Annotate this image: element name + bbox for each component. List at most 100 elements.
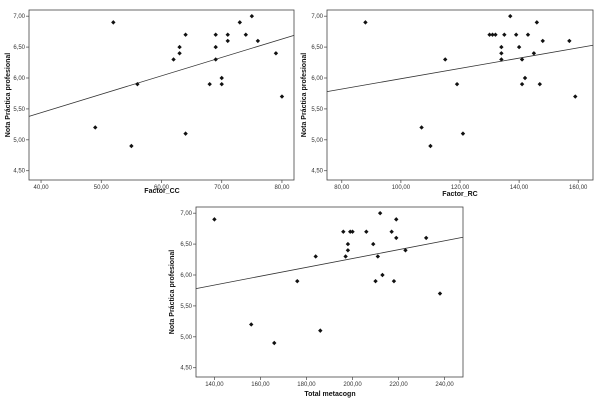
- data-point: [403, 248, 408, 253]
- x-tick-label: 200,00: [343, 382, 362, 388]
- x-tick-label: 40,00: [34, 185, 50, 191]
- data-point: [345, 248, 351, 253]
- data-point: [519, 57, 525, 62]
- x-tick-label: 50,00: [94, 185, 110, 191]
- data-point: [350, 229, 355, 234]
- data-point: [513, 32, 519, 37]
- data-point: [249, 13, 255, 19]
- data-point: [135, 81, 140, 87]
- data-point: [295, 278, 300, 284]
- y-tick-label: 5,50: [180, 304, 192, 310]
- data-point: [207, 81, 212, 87]
- plot-area: [28, 9, 295, 181]
- fit-line: [28, 34, 295, 117]
- data-point: [531, 51, 537, 56]
- y-tick-label: 5,50: [13, 107, 25, 113]
- data-point: [437, 291, 443, 296]
- x-tick-label: 160,00: [251, 382, 270, 388]
- data-point: [499, 44, 504, 50]
- data-point: [499, 57, 504, 62]
- data-point: [343, 254, 348, 259]
- data-point: [249, 322, 254, 327]
- data-point: [177, 51, 182, 56]
- y-tick-label: 6,50: [180, 242, 192, 248]
- data-point: [502, 32, 507, 37]
- x-tick-label: 60,00: [154, 185, 170, 191]
- data-point: [279, 94, 285, 99]
- x-tick-label: 120,00: [451, 185, 470, 191]
- x-axis-label: Factor_RC: [442, 191, 477, 198]
- data-point: [454, 81, 460, 87]
- data-point: [318, 328, 323, 333]
- x-tick-label: 220,00: [389, 382, 408, 388]
- y-axis-label: Nota Práctica profesional: [301, 53, 308, 137]
- data-point: [373, 278, 378, 284]
- y-tick-label: 5,00: [311, 138, 323, 144]
- x-tick-label: 100,00: [392, 185, 411, 191]
- data-point: [225, 38, 230, 44]
- data-point: [341, 229, 346, 234]
- data-point: [499, 51, 504, 56]
- data-point: [345, 241, 351, 247]
- x-axis-label: Total metacogn: [304, 391, 355, 398]
- data-point: [375, 254, 381, 259]
- x-tick-label: 140,00: [205, 382, 224, 388]
- data-point: [380, 272, 385, 278]
- data-point: [493, 32, 498, 37]
- data-point: [567, 38, 572, 44]
- data-point: [272, 340, 277, 346]
- x-tick-label: 80,00: [334, 185, 350, 191]
- data-point: [537, 81, 542, 87]
- y-tick-label: 6,50: [311, 45, 323, 51]
- data-point: [183, 131, 188, 136]
- data-point: [171, 57, 176, 62]
- data-point: [213, 32, 218, 37]
- data-point: [394, 235, 399, 241]
- y-tick-label: 4,50: [13, 169, 25, 175]
- data-point: [348, 229, 353, 234]
- data-point: [490, 32, 495, 37]
- data-point: [129, 143, 134, 149]
- data-point: [394, 217, 399, 222]
- data-point: [516, 44, 522, 50]
- data-point: [460, 131, 466, 136]
- data-point: [363, 20, 368, 25]
- y-axis-label: Nota Práctica profesional: [169, 250, 176, 334]
- y-axis-label: Nota Práctica profesional: [5, 53, 12, 137]
- data-point: [243, 32, 249, 37]
- data-point: [111, 20, 116, 25]
- y-tick-label: 6,50: [13, 45, 25, 51]
- data-point: [213, 44, 218, 50]
- fit-line: [195, 236, 464, 289]
- y-tick-label: 5,50: [311, 107, 323, 113]
- fit-line: [326, 44, 594, 92]
- data-point: [183, 32, 188, 37]
- data-point: [573, 94, 578, 99]
- y-tick-label: 7,00: [311, 14, 323, 20]
- data-point: [273, 51, 279, 56]
- x-tick-label: 140,00: [510, 185, 529, 191]
- data-point: [177, 44, 182, 50]
- y-tick-label: 5,00: [180, 335, 192, 341]
- data-point: [364, 229, 369, 234]
- x-tick-label: 70,00: [214, 185, 230, 191]
- data-point: [219, 75, 224, 81]
- data-point: [525, 32, 531, 37]
- y-tick-label: 4,50: [180, 366, 192, 372]
- plot-area: [195, 206, 464, 378]
- data-point: [237, 20, 242, 25]
- data-point: [391, 278, 397, 284]
- data-point: [93, 125, 98, 130]
- data-point: [487, 32, 492, 37]
- y-tick-label: 7,00: [13, 14, 25, 20]
- x-axis-label: Factor_CC: [144, 188, 179, 195]
- data-point: [389, 229, 394, 234]
- plot-area: [326, 9, 594, 181]
- data-point: [212, 217, 217, 222]
- y-tick-label: 5,00: [13, 138, 25, 144]
- y-tick-label: 4,50: [311, 169, 323, 175]
- data-point: [534, 20, 540, 25]
- y-tick-label: 6,00: [180, 273, 192, 279]
- data-point: [213, 57, 218, 62]
